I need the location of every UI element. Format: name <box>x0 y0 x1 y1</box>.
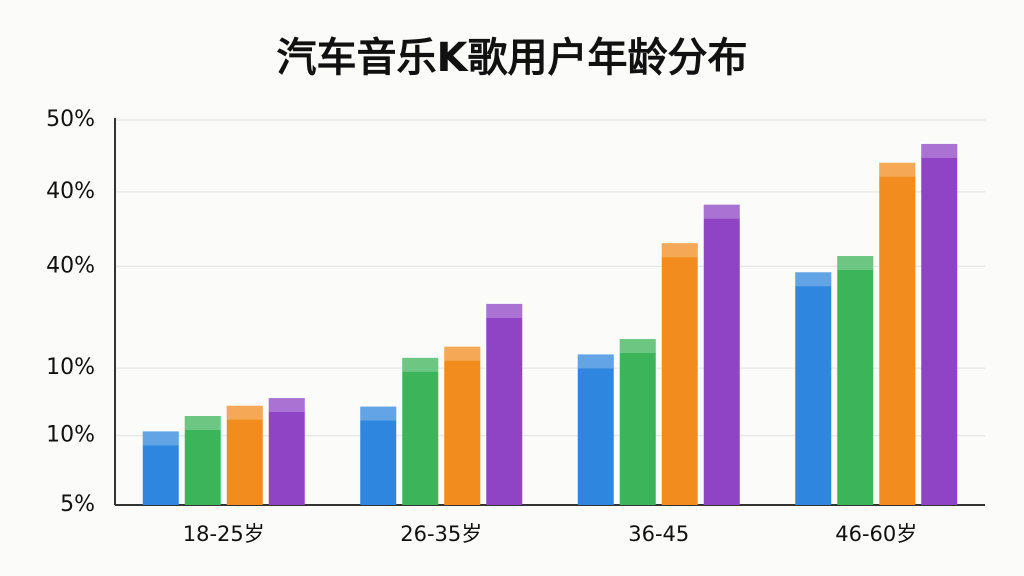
bar <box>879 162 916 505</box>
y-tick-label: 5% <box>60 492 95 517</box>
bar-highlight <box>795 272 832 287</box>
bar-highlight <box>879 162 916 177</box>
bar <box>837 256 874 505</box>
bar <box>703 204 740 505</box>
bar-highlight <box>402 357 439 372</box>
bar-highlight <box>921 143 958 158</box>
x-tick-label: 18-25岁 <box>183 522 265 546</box>
bar-highlight <box>360 406 397 421</box>
bar-highlight <box>837 256 874 271</box>
bar <box>486 303 523 505</box>
bar <box>226 405 263 505</box>
bar <box>577 354 614 505</box>
bar-highlight <box>486 303 523 318</box>
bar-highlight <box>142 431 179 446</box>
bar-highlight <box>184 416 221 431</box>
bar <box>619 339 656 505</box>
bar <box>268 398 305 505</box>
y-tick-label: 50% <box>46 107 95 132</box>
y-tick-label: 40% <box>46 253 95 278</box>
bar-highlight <box>444 346 481 361</box>
y-tick-label: 10% <box>46 355 95 380</box>
bar-highlight <box>268 398 305 413</box>
y-tick-label: 10% <box>46 423 95 448</box>
bar <box>184 416 221 505</box>
x-tick-label: 36-45 <box>628 522 689 546</box>
bar <box>402 357 439 505</box>
bar-highlight <box>619 339 656 354</box>
bar <box>142 431 179 505</box>
y-tick-label: 40% <box>46 179 95 204</box>
bar <box>360 406 397 505</box>
bar <box>444 346 481 505</box>
x-tick-label: 46-60岁 <box>835 522 917 546</box>
bar-highlight <box>661 243 698 258</box>
bar-highlight <box>226 405 263 420</box>
bar-highlight <box>703 204 740 219</box>
bar <box>795 272 832 505</box>
bar <box>921 143 958 505</box>
chart-title: 汽车音乐K歌用户年龄分布 <box>277 35 748 81</box>
bar <box>661 243 698 505</box>
x-tick-label: 26-35岁 <box>400 522 482 546</box>
bar-highlight <box>577 354 614 369</box>
